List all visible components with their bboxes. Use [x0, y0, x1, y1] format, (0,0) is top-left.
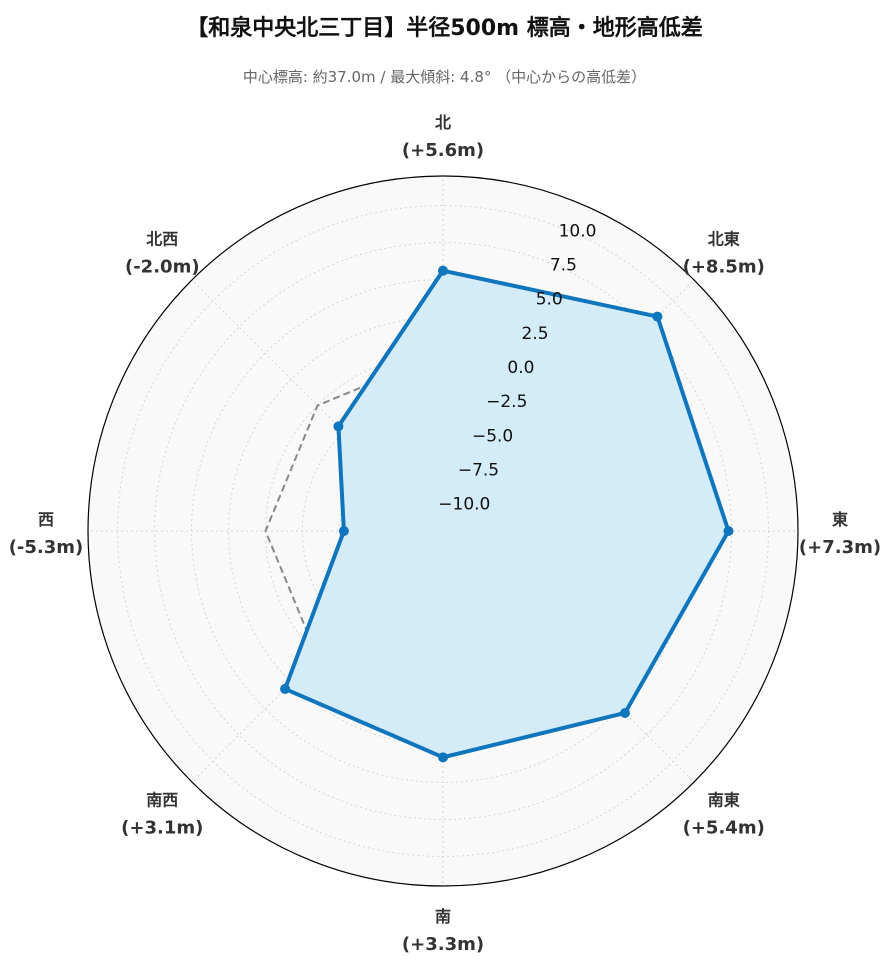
- direction-name-7: 西: [38, 510, 54, 529]
- elevation-series: [280, 265, 734, 763]
- direction-diff-8: (-2.0m): [125, 256, 200, 277]
- data-point-7: [338, 526, 349, 536]
- direction-diff-1: (+5.6m): [402, 140, 484, 161]
- direction-name-4: 南東: [708, 791, 740, 810]
- grid-spoke: [191, 279, 444, 532]
- series-area: [285, 270, 729, 758]
- chart-subtitle: 中心標高: 約37.0m / 最大傾斜: 4.8° （中心からの高低差）: [242, 68, 647, 86]
- direction-name-5: 南: [435, 907, 451, 926]
- grid-spoke: [191, 530, 444, 783]
- r-tick-label: 7.5: [550, 256, 577, 276]
- r-tick-label: −7.5: [458, 461, 499, 481]
- direction-diff-3: (+7.3m): [799, 537, 881, 558]
- radial-tick-labels: 10.0 7.5 5.0 2.5 0.0 −2.5 −5.0 −7.5 −10.0: [438, 221, 596, 514]
- r-tick-label: 2.5: [522, 324, 549, 344]
- data-point-3: [723, 526, 734, 536]
- direction-name-6: 南西: [146, 791, 178, 810]
- direction-labels: 北 (+5.6m) 北東 (+8.5m) 東 (+7.3m) 南東 (+5.4m) 南 (+3.3…: [9, 113, 881, 955]
- r-tick-label: 0.0: [507, 358, 534, 378]
- direction-diff-4: (+5.4m): [683, 818, 765, 839]
- data-point-6: [280, 683, 291, 694]
- r-tick-label: −2.5: [486, 392, 527, 412]
- data-point-8: [333, 421, 344, 432]
- direction-diff-5: (+3.3m): [402, 934, 484, 955]
- direction-name-3: 東: [832, 510, 848, 529]
- outer-ring: [87, 175, 799, 887]
- direction-name-1: 北: [435, 113, 451, 132]
- data-point-2: [652, 311, 663, 322]
- r-tick-label: −10.0: [438, 495, 490, 515]
- data-point-1: [438, 265, 448, 276]
- r-tick-label: 5.0: [536, 290, 563, 310]
- direction-diff-2: (+8.5m): [683, 256, 765, 277]
- chart-title: 【和泉中央北三丁目】半径500m 標高・地形高低差: [186, 16, 703, 41]
- direction-name-2: 北東: [708, 229, 740, 248]
- direction-diff-7: (-5.3m): [9, 537, 84, 558]
- data-point-4: [619, 707, 630, 718]
- direction-diff-6: (+3.1m): [121, 818, 203, 839]
- grid-spoke: [442, 530, 695, 783]
- direction-name-8: 北西: [146, 229, 178, 248]
- data-point-5: [438, 752, 448, 763]
- r-tick-label: −5.0: [472, 426, 513, 446]
- r-tick-label: 10.0: [559, 221, 597, 241]
